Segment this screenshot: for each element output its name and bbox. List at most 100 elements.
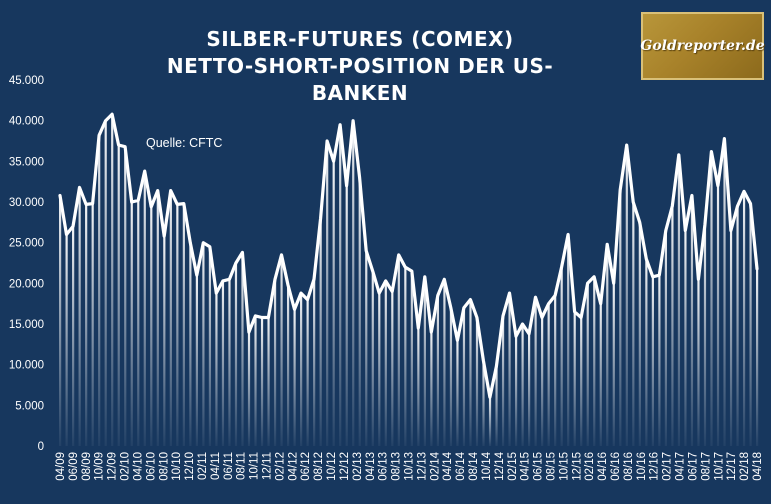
value-bar xyxy=(371,271,374,446)
value-bar xyxy=(150,206,153,446)
x-tick-label: 10/15 xyxy=(558,452,570,481)
x-tick-label: 12/10 xyxy=(184,452,196,481)
value-bar xyxy=(273,279,277,446)
value-bar xyxy=(280,254,283,446)
x-tick-label: 10/16 xyxy=(636,452,648,481)
x-tick-label: 02/14 xyxy=(429,451,441,480)
source-annotation: Quelle: CFTC xyxy=(146,136,222,150)
value-bar xyxy=(521,324,524,446)
x-tick-label: 08/10 xyxy=(158,452,170,481)
value-bar xyxy=(703,224,707,446)
x-tick-label: 06/13 xyxy=(378,452,390,481)
x-tick-label: 04/17 xyxy=(675,452,687,481)
value-bar xyxy=(736,206,739,446)
x-tick-label: 08/11 xyxy=(236,452,248,480)
x-tick-label: 04/09 xyxy=(55,452,67,481)
x-tick-label: 04/13 xyxy=(365,452,377,481)
x-tick-label: 10/11 xyxy=(249,452,261,480)
value-bar xyxy=(547,303,550,446)
x-tick-label: 10/14 xyxy=(481,451,493,480)
x-tick-label: 08/12 xyxy=(313,452,325,481)
x-tick-label: 04/15 xyxy=(520,452,532,481)
value-bar xyxy=(267,317,270,446)
value-bar xyxy=(117,145,120,447)
value-bar xyxy=(85,204,88,446)
x-tick-label: 12/16 xyxy=(649,452,661,481)
x-tick-label: 06/10 xyxy=(145,452,157,481)
value-bar xyxy=(345,185,348,446)
value-bar xyxy=(488,397,492,446)
value-bar xyxy=(247,332,251,446)
x-tick-label: 12/17 xyxy=(726,452,738,481)
x-tick-label: 06/15 xyxy=(533,452,545,481)
series-line xyxy=(58,112,759,399)
value-bar xyxy=(677,154,681,446)
y-tick-label: 0 xyxy=(38,441,44,453)
y-axis: 0 5.000 10.000 15.000 20.000 25.000 30.000 35.0… xyxy=(9,75,44,453)
value-bar xyxy=(78,187,81,447)
value-bar xyxy=(202,242,205,446)
value-bar xyxy=(482,360,485,446)
value-bars xyxy=(59,114,759,447)
y-tick-label: 45.000 xyxy=(9,75,44,87)
value-bar xyxy=(365,250,368,446)
value-bar xyxy=(456,340,459,446)
value-bar xyxy=(430,332,433,446)
value-bar xyxy=(163,236,166,446)
value-bar xyxy=(98,135,101,446)
value-bar xyxy=(384,280,387,446)
value-bar xyxy=(215,293,218,446)
y-tick-label: 5.000 xyxy=(15,400,44,412)
x-tick-label: 06/12 xyxy=(300,452,312,481)
value-bar xyxy=(729,230,733,446)
value-bar xyxy=(241,252,244,446)
x-tick-label: 02/13 xyxy=(352,452,364,481)
x-tick-label: 12/15 xyxy=(571,452,583,481)
value-bar xyxy=(436,295,440,446)
value-bar xyxy=(528,333,531,446)
x-tick-label: 04/12 xyxy=(287,452,299,481)
value-bar xyxy=(332,161,335,447)
value-bar xyxy=(65,234,68,446)
value-bar xyxy=(391,291,394,446)
x-tick-label: 06/11 xyxy=(223,452,235,480)
value-bar xyxy=(573,311,576,446)
value-bar xyxy=(645,258,648,446)
x-tick-label: 04/11 xyxy=(210,452,222,480)
value-bar xyxy=(671,206,674,446)
value-bar xyxy=(690,195,694,446)
x-tick-label: 12/12 xyxy=(339,452,351,481)
value-bar xyxy=(606,244,609,446)
x-tick-label: 02/17 xyxy=(662,452,674,481)
x-tick-label: 04/18 xyxy=(752,452,764,481)
value-bar xyxy=(228,279,231,446)
x-tick-label: 02/12 xyxy=(274,452,286,481)
value-bar xyxy=(130,202,133,446)
x-tick-label: 10/17 xyxy=(713,452,725,481)
value-bar xyxy=(234,263,238,446)
y-tick-label: 35.000 xyxy=(9,156,44,168)
y-tick-label: 10.000 xyxy=(9,360,44,372)
x-tick-label: 02/18 xyxy=(739,452,751,481)
value-bar xyxy=(423,276,426,446)
value-bar xyxy=(72,226,75,446)
value-bar xyxy=(410,271,413,446)
x-tick-label: 12/14 xyxy=(494,451,506,480)
x-tick-label: 04/16 xyxy=(597,452,609,481)
y-tick-label: 20.000 xyxy=(9,278,44,290)
value-bar xyxy=(286,284,290,446)
value-bar xyxy=(111,114,114,446)
y-tick-label: 15.000 xyxy=(9,319,44,331)
value-bar xyxy=(260,317,264,446)
chart-title: SILBER-FUTURES (COMEX) NETTO-SHORT-POSIT… xyxy=(150,26,570,107)
value-bar xyxy=(619,189,622,447)
x-tick-label: 10/09 xyxy=(94,452,106,481)
x-tick-label: 02/11 xyxy=(197,452,209,480)
value-bar xyxy=(221,280,225,446)
x-tick-label: 12/11 xyxy=(262,452,274,480)
value-bar xyxy=(59,195,62,446)
value-bar xyxy=(495,366,498,446)
value-bar xyxy=(137,200,140,446)
x-tick-label: 02/10 xyxy=(120,452,132,481)
